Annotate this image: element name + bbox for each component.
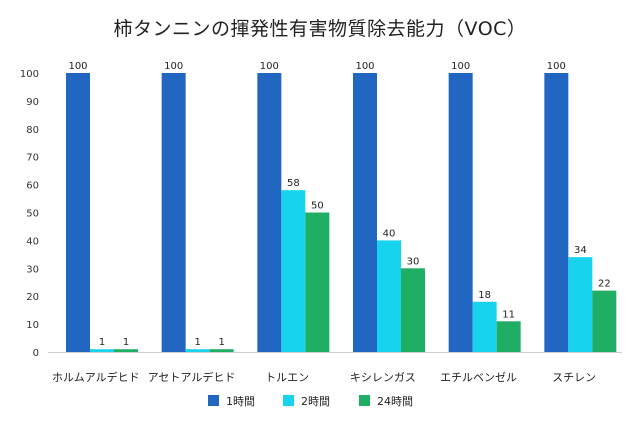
- y-tick-label: 50: [26, 209, 39, 220]
- y-tick-label: 40: [26, 236, 39, 247]
- bar-2-2: [185, 349, 210, 352]
- data-label: 100: [451, 61, 470, 72]
- data-label: 1: [194, 337, 200, 348]
- y-tick-label: 70: [26, 153, 39, 164]
- category-label: アセトアルデヒド: [148, 370, 236, 384]
- chart-title: 柿タンニンの揮発性有害物質除去能力（VOC）: [113, 18, 527, 40]
- category-label: キシレンガス: [350, 371, 416, 384]
- data-label: 22: [598, 279, 611, 290]
- bar-3-3: [305, 212, 330, 352]
- y-tick-label: 100: [20, 69, 39, 80]
- bar-2-6: [568, 257, 593, 352]
- category-label: ホルムアルデヒド: [52, 370, 140, 384]
- bar-1-4: [353, 73, 377, 352]
- legend-swatch-3: [359, 395, 370, 406]
- data-label: 40: [383, 228, 396, 239]
- data-label: 100: [68, 61, 87, 72]
- legend-swatch-2: [283, 395, 294, 406]
- bar-1-5: [448, 73, 473, 352]
- legend-label: 1時間: [226, 395, 255, 408]
- data-label: 100: [164, 61, 183, 72]
- data-label: 34: [574, 245, 587, 256]
- data-label: 18: [478, 290, 491, 301]
- data-label: 1: [218, 337, 224, 348]
- bar-2-5: [472, 301, 497, 352]
- data-label: 11: [502, 309, 515, 320]
- category-label: トルエン: [265, 371, 309, 384]
- data-label: 100: [355, 61, 374, 72]
- y-tick-label: 90: [26, 97, 39, 108]
- data-label: 100: [260, 61, 279, 72]
- data-label: 1: [99, 337, 105, 348]
- y-tick-label: 0: [33, 348, 39, 359]
- data-label: 50: [311, 201, 324, 212]
- bar-2-3: [281, 190, 306, 352]
- y-tick-label: 80: [26, 125, 39, 136]
- data-label: 1: [123, 337, 129, 348]
- y-tick-label: 10: [26, 320, 39, 331]
- bar-3-1: [114, 349, 138, 352]
- legend-label: 24時間: [377, 395, 413, 408]
- bar-3-4: [401, 268, 425, 352]
- data-label: 30: [407, 256, 420, 267]
- bar-1-1: [66, 73, 90, 352]
- legend-swatch-1: [208, 395, 219, 406]
- y-tick-label: 30: [26, 264, 39, 275]
- bar-1-2: [161, 73, 186, 352]
- bar-3-6: [592, 290, 617, 352]
- legend-label: 2時間: [301, 395, 330, 408]
- y-tick-label: 20: [26, 292, 39, 303]
- data-label: 100: [547, 61, 566, 72]
- bar-2-1: [90, 349, 114, 352]
- bar-2-4: [377, 240, 401, 352]
- bar-1-6: [544, 73, 569, 352]
- y-tick-label: 60: [26, 181, 39, 192]
- data-label: 58: [287, 178, 300, 189]
- category-label: エチルベンゼル: [440, 371, 517, 384]
- category-label: スチレン: [552, 371, 596, 384]
- bar-3-5: [496, 321, 521, 352]
- bar-3-2: [209, 349, 234, 352]
- bar-1-3: [257, 73, 282, 352]
